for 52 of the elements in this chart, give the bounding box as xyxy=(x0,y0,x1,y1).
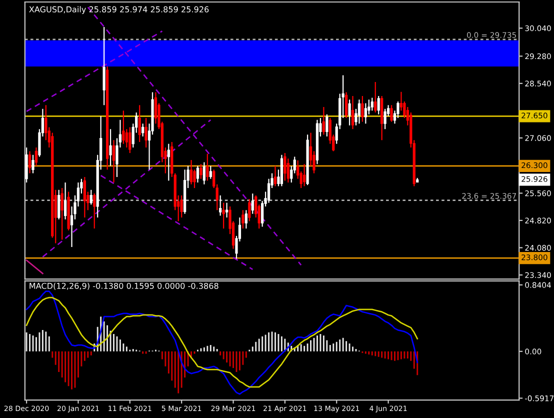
candlestick xyxy=(361,95,364,122)
candlestick xyxy=(128,126,132,154)
candlestick xyxy=(25,146,28,184)
candlestick xyxy=(251,193,254,214)
candlestick xyxy=(90,189,92,206)
candlestick xyxy=(302,164,306,187)
candlestick xyxy=(326,114,328,138)
candlestick xyxy=(109,128,112,166)
candlestick xyxy=(34,146,38,166)
candlestick xyxy=(190,159,193,185)
candlestick xyxy=(193,169,196,189)
candlestick xyxy=(390,104,393,122)
candlestick xyxy=(102,26,106,106)
candlestick xyxy=(244,210,248,230)
candlestick xyxy=(112,140,116,184)
candlestick xyxy=(222,202,225,230)
candlestick xyxy=(60,187,64,240)
candlestick xyxy=(242,210,244,230)
candlestick xyxy=(206,153,209,182)
candlestick xyxy=(358,99,361,124)
candlestick xyxy=(209,165,212,180)
candlestick xyxy=(351,95,354,130)
candlestick xyxy=(144,117,148,148)
candlestick xyxy=(364,102,367,124)
candlestick xyxy=(384,108,386,130)
candlestick xyxy=(274,165,277,187)
candlestick xyxy=(58,189,60,220)
candlestick xyxy=(219,194,222,216)
candlestick xyxy=(322,106,326,136)
candlestick xyxy=(284,152,286,182)
candlestick xyxy=(196,165,200,184)
candlestick xyxy=(32,154,34,174)
candlestick xyxy=(202,162,206,185)
candlestick xyxy=(122,110,125,144)
candlestick xyxy=(138,104,141,143)
candlestick xyxy=(370,97,374,112)
candlestick xyxy=(83,176,86,218)
candlestick xyxy=(374,81,377,114)
candlestick xyxy=(180,194,183,218)
candlestick xyxy=(200,164,202,180)
candlestick xyxy=(377,95,380,115)
candlestick xyxy=(400,91,403,112)
candlestick xyxy=(28,150,32,174)
candlestick xyxy=(167,143,170,182)
candlestick xyxy=(248,198,251,222)
candlestick xyxy=(344,92,348,119)
candlestick xyxy=(64,182,67,220)
candlestick xyxy=(225,202,228,218)
candlestick xyxy=(93,193,96,230)
candlestick xyxy=(348,99,351,126)
candlestick xyxy=(142,123,144,138)
chart-title: MACD(12,26,9) -0.1380 0.1595 0.0000 -0.3868 xyxy=(30,282,218,290)
